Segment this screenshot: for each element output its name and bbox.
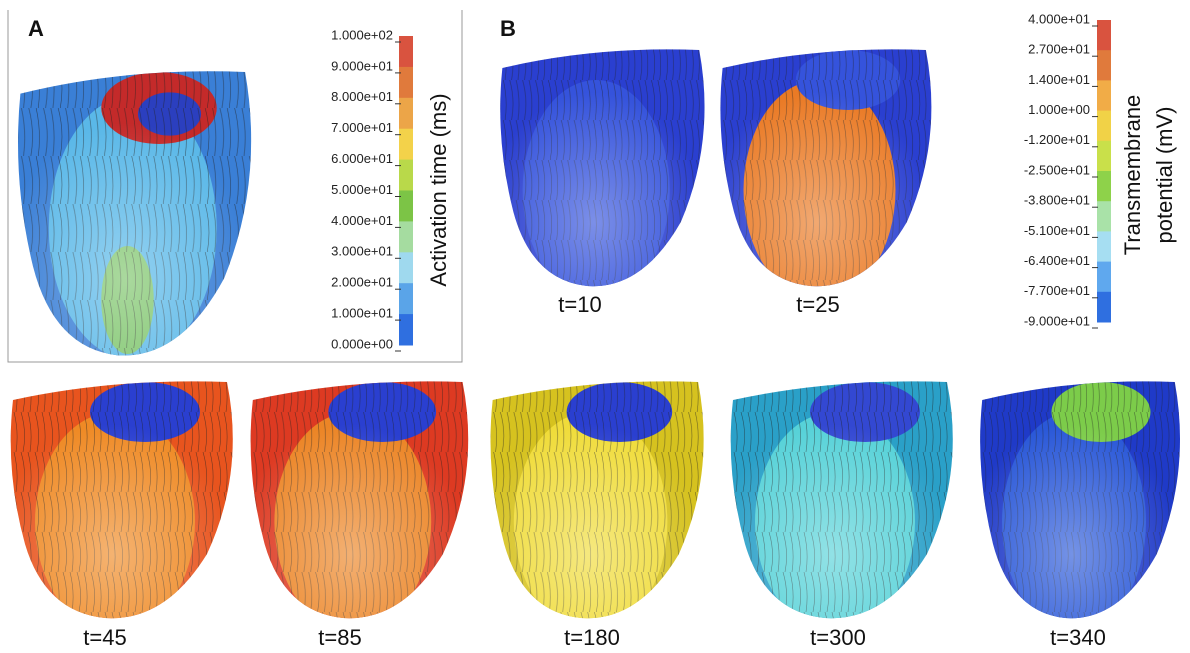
colorbar-segment xyxy=(399,129,413,160)
colorbar-tick-label: 1.000e+01 xyxy=(331,306,393,321)
colorbar-segment xyxy=(399,36,413,67)
colorbar-segment xyxy=(1097,262,1111,293)
colorbar-tick-label: 6.000e+01 xyxy=(331,151,393,166)
colorbar-tick-label: -3.800e+01 xyxy=(1024,193,1090,208)
colorbar-tick-label: 1.000e+00 xyxy=(1028,102,1090,117)
heart xyxy=(975,372,1190,632)
colorbar-tick-label: 0.000e+00 xyxy=(331,336,393,351)
panel-label: B xyxy=(500,16,516,41)
colorbar-segment xyxy=(399,252,413,283)
colorbar-segment xyxy=(1097,20,1111,51)
heart xyxy=(495,40,716,300)
colorbar-title: potential (mV) xyxy=(1152,107,1177,244)
colorbar-title: Transmembrane xyxy=(1120,95,1145,256)
colorbar-tick-label: 4.000e+01 xyxy=(331,213,393,228)
colorbar-tick-label: 1.400e+01 xyxy=(1028,72,1090,87)
heart-shine xyxy=(5,372,245,632)
colorbar-tick-label: -2.500e+01 xyxy=(1024,162,1090,177)
colorbar-segment xyxy=(1097,292,1111,323)
figure: A 1.000e+02 9.000e+01 8.000e+01 7.000e+01 6.… xyxy=(0,0,1190,653)
colorbar-segment xyxy=(1097,231,1111,262)
colorbar-tick-label: 3.000e+01 xyxy=(331,244,393,259)
colorbar-segment xyxy=(399,221,413,252)
colorbar-segment xyxy=(399,160,413,191)
heart-shine xyxy=(485,372,715,632)
colorbar-segment xyxy=(399,191,413,222)
colorbar-segment xyxy=(399,67,413,98)
heart-activation xyxy=(12,60,264,372)
colorbar-title: Activation time (ms) xyxy=(426,93,451,286)
colorbar-tick-label: -6.400e+01 xyxy=(1024,253,1090,268)
colorbar-tick-label: -1.200e+01 xyxy=(1024,132,1090,147)
colorbar-segment xyxy=(1097,141,1111,172)
colorbar-tick-label: 1.000e+02 xyxy=(331,27,393,42)
colorbar-segment xyxy=(1097,111,1111,142)
colorbar-tick-label: 8.000e+01 xyxy=(331,89,393,104)
heart xyxy=(715,40,943,300)
colorbar-segment xyxy=(1097,171,1111,202)
colorbar-segment xyxy=(1097,201,1111,232)
heart-shine xyxy=(245,372,480,632)
heart-shine xyxy=(725,372,965,632)
colorbar-tick-label: 2.700e+01 xyxy=(1028,42,1090,57)
time-label: t=85 xyxy=(318,625,361,650)
heart xyxy=(5,372,245,632)
heart-shine xyxy=(975,372,1190,632)
time-label: t=10 xyxy=(558,292,601,317)
panel-label: A xyxy=(28,16,44,41)
colorbar-tick-label: -7.700e+01 xyxy=(1024,283,1090,298)
colorbar-potential: 4.000e+01 2.700e+01 1.400e+01 1.000e+00 -1.2… xyxy=(1024,11,1111,328)
heart xyxy=(485,372,715,632)
colorbar-tick-label: -5.100e+01 xyxy=(1024,223,1090,238)
heart-shine xyxy=(715,40,943,300)
heart-shine xyxy=(495,40,716,300)
time-label: t=25 xyxy=(796,292,839,317)
colorbar-tick-label: -9.000e+01 xyxy=(1024,313,1090,328)
time-label: t=45 xyxy=(83,625,126,650)
colorbar-tick-label: 2.000e+01 xyxy=(331,275,393,290)
colorbar-segment xyxy=(399,283,413,314)
heart xyxy=(725,372,965,632)
colorbar-segment xyxy=(1097,50,1111,81)
time-label: t=180 xyxy=(564,625,620,650)
colorbar-tick-label: 5.000e+01 xyxy=(331,182,393,197)
colorbar-tick-label: 4.000e+01 xyxy=(1028,11,1090,26)
time-label: t=300 xyxy=(810,625,866,650)
colorbar-tick-label: 9.000e+01 xyxy=(331,58,393,73)
colorbar-segment xyxy=(1097,80,1111,111)
time-label: t=340 xyxy=(1050,625,1106,650)
colorbar-tick-label: 7.000e+01 xyxy=(331,120,393,135)
colorbar-segment xyxy=(399,98,413,129)
colorbar-segment xyxy=(399,314,413,345)
colorbar-activation: 1.000e+02 9.000e+01 8.000e+01 7.000e+01 6.00… xyxy=(331,27,413,351)
heart xyxy=(245,372,480,632)
